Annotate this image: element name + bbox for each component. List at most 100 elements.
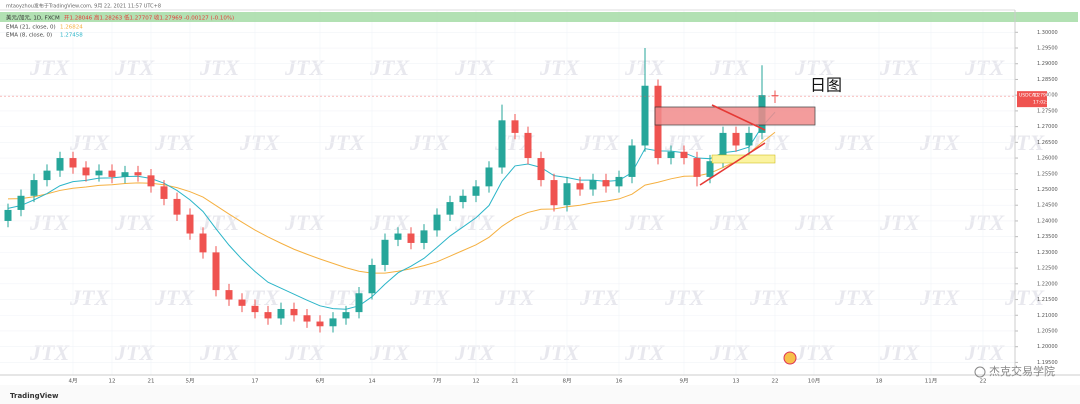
candle-body (589, 180, 597, 190)
y-tick-label: 1.29500 (1037, 46, 1058, 52)
candle-body (524, 132, 532, 159)
candle-body (563, 183, 571, 206)
watermark: JTX (454, 55, 495, 80)
candle-body (108, 170, 116, 177)
x-tick-label: 22 (772, 379, 779, 385)
watermark: JTX (199, 55, 240, 80)
y-tick-label: 1.28000 (1037, 93, 1058, 99)
candle-body (550, 180, 558, 206)
symbol: 美元/加元, 1D, FXCM (6, 14, 60, 22)
y-tick-label: 1.22500 (1037, 266, 1058, 272)
x-tick-label: 14 (369, 379, 376, 385)
watermark: JTX (29, 210, 70, 235)
candle-body (238, 299, 246, 306)
candle-body (576, 183, 584, 190)
y-tick-label: 1.22000 (1037, 281, 1058, 287)
x-tick-label: 22 (980, 379, 987, 385)
legend-value: 1.26824 (60, 25, 83, 31)
y-tick-label: 1.23000 (1037, 250, 1058, 256)
candle-body (446, 202, 454, 215)
y-tick-label: 1.27000 (1037, 124, 1058, 130)
candle-body (511, 120, 519, 133)
x-tick-label: 12 (109, 379, 116, 385)
x-tick-label: 12 (473, 379, 480, 385)
watermark: JTX (284, 210, 325, 235)
watermark: JTX (284, 340, 325, 365)
watermark: JTX (539, 55, 580, 80)
candle-body (56, 158, 64, 171)
candle-body (69, 158, 77, 168)
candle-body (329, 318, 337, 327)
trend-line (699, 142, 766, 186)
demand-zone (711, 154, 776, 164)
watermark: JTX (154, 285, 195, 310)
watermark: JTX (964, 210, 1005, 235)
ema-line (7, 131, 776, 274)
candle-body (433, 214, 441, 231)
x-tick-label: 13 (733, 379, 740, 385)
candle-body (706, 161, 714, 177)
candle-body (498, 120, 506, 168)
candle-body (693, 158, 701, 177)
watermark: JTX (114, 55, 155, 80)
candle-body (121, 172, 129, 177)
candle-body (680, 151, 688, 159)
candle-body (602, 180, 610, 187)
x-tick-label: 16 (616, 379, 623, 385)
watermark: JTX (794, 210, 835, 235)
footer-bar (0, 385, 1080, 404)
y-tick-label: 1.28500 (1037, 77, 1058, 83)
x-tick-label: 7月 (433, 378, 442, 385)
y-tick-label: 1.24000 (1037, 218, 1058, 224)
candle-body (641, 85, 649, 146)
candle-body (368, 264, 376, 294)
candle-body (82, 167, 90, 176)
watermark: JTX (749, 285, 790, 310)
y-tick-label: 1.25500 (1037, 171, 1058, 177)
y-tick-label: 1.21000 (1037, 313, 1058, 319)
watermark: JTX (369, 210, 410, 235)
candle-body (381, 239, 389, 265)
watermark: JTX (879, 210, 920, 235)
candle-body (303, 315, 311, 322)
watermark: JTX (199, 340, 240, 365)
y-tick-label: 1.24500 (1037, 203, 1058, 209)
candle-body (459, 195, 467, 203)
x-tick-label: 9月 (680, 378, 689, 385)
candle-body (537, 158, 545, 181)
watermark: JTX (539, 340, 580, 365)
y-tick-label: 1.23500 (1037, 234, 1058, 240)
x-tick-label: 21 (512, 379, 519, 385)
candle-body (316, 321, 324, 327)
y-tick-label: 1.30000 (1037, 30, 1058, 36)
brand: TradingView (10, 392, 59, 400)
candle-body (628, 145, 636, 177)
candle-body (160, 186, 168, 199)
y-tick-label: 1.26500 (1037, 140, 1058, 146)
watermark: JTX (369, 55, 410, 80)
author: mtaoyzhou发布于TradingView.com, 9月 22, 2021… (6, 3, 161, 10)
y-tick-label: 1.29000 (1037, 61, 1058, 67)
candle-body (407, 233, 415, 243)
candle-body (355, 293, 363, 313)
candle-body (147, 175, 155, 187)
watermark: JTX (454, 210, 495, 235)
candle-body (212, 252, 220, 291)
watermark: JTX (454, 340, 495, 365)
watermark: JTX (709, 55, 750, 80)
candle-body (771, 95, 779, 97)
candle-body (485, 167, 493, 187)
candle-body (667, 151, 675, 159)
ema-line (7, 111, 776, 310)
candle-body (472, 186, 480, 196)
watermark: JTX (624, 340, 665, 365)
account-icon (974, 366, 986, 378)
y-tick-label: 1.27500 (1037, 108, 1058, 114)
account: 杰克交易学院 (989, 364, 1055, 378)
candle-body (134, 172, 142, 176)
candle-body (277, 308, 285, 319)
candle-body (225, 290, 233, 300)
candle-body (43, 170, 51, 181)
watermark: JTX (114, 340, 155, 365)
candle-body (719, 132, 727, 162)
